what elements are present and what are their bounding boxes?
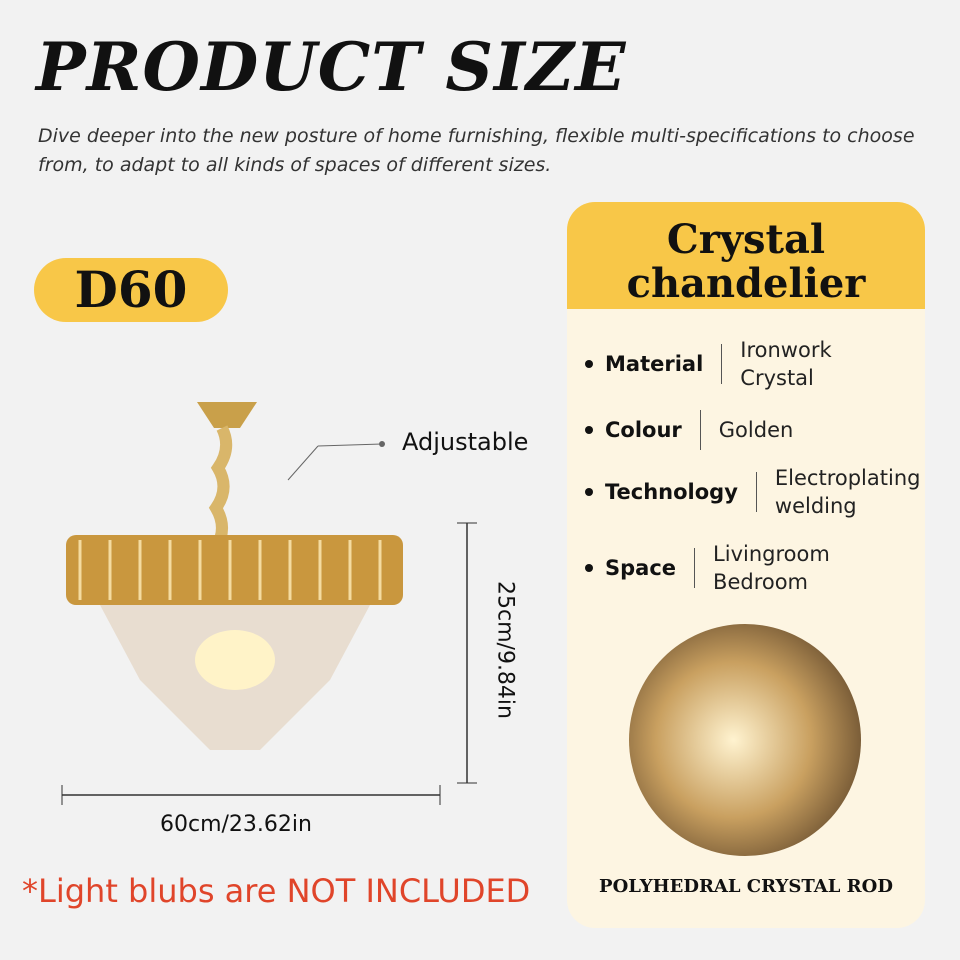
adjustable-callout: Adjustable — [402, 428, 529, 456]
card-title-line2: chandelier — [626, 260, 866, 307]
height-dimension: 25cm/9.84in — [492, 581, 518, 719]
spec-row-colour: Colour Golden — [585, 410, 793, 450]
spec-row-space: Space Livingroom Bedroom — [585, 540, 830, 596]
crystal-caption: POLYHEDRAL CRYSTAL ROD — [599, 876, 893, 897]
spec-value: Golden — [718, 418, 794, 442]
bulbs-note: *Light blubs are NOT INCLUDED — [22, 872, 531, 910]
spec-row-technology: Technology Electroplating welding — [585, 464, 920, 520]
bullet-icon — [585, 564, 593, 572]
bullet-icon — [585, 426, 593, 434]
subtitle: Dive deeper into the new posture of home… — [38, 125, 915, 176]
spec-key: Material — [605, 352, 704, 376]
spec-key: Technology — [605, 480, 738, 504]
bullet-icon — [585, 488, 593, 496]
crystal-closeup-image — [629, 624, 861, 856]
model-badge: D60 — [34, 258, 228, 322]
card-title: Crystal chandelier — [567, 202, 925, 309]
card-title-line1: Crystal — [666, 216, 826, 263]
spec-key: Colour — [605, 418, 682, 442]
spec-value: Electroplating welding — [774, 466, 921, 518]
page-title: PRODUCT SIZE — [36, 28, 627, 106]
divider — [699, 410, 701, 450]
divider — [694, 548, 696, 588]
spec-value: Ironwork Crystal — [740, 338, 832, 390]
bullet-icon — [585, 360, 593, 368]
width-dimension: 60cm/23.62in — [160, 812, 312, 837]
chandelier-illustration — [61, 402, 477, 805]
spec-row-material: Material Ironwork Crystal — [585, 336, 832, 392]
spec-key: Space — [605, 556, 677, 580]
spec-value: Livingroom Bedroom — [713, 542, 830, 594]
divider — [755, 472, 757, 512]
divider — [721, 344, 723, 384]
spec-card: Crystal chandelier Material Ironwork Crys… — [567, 202, 925, 928]
